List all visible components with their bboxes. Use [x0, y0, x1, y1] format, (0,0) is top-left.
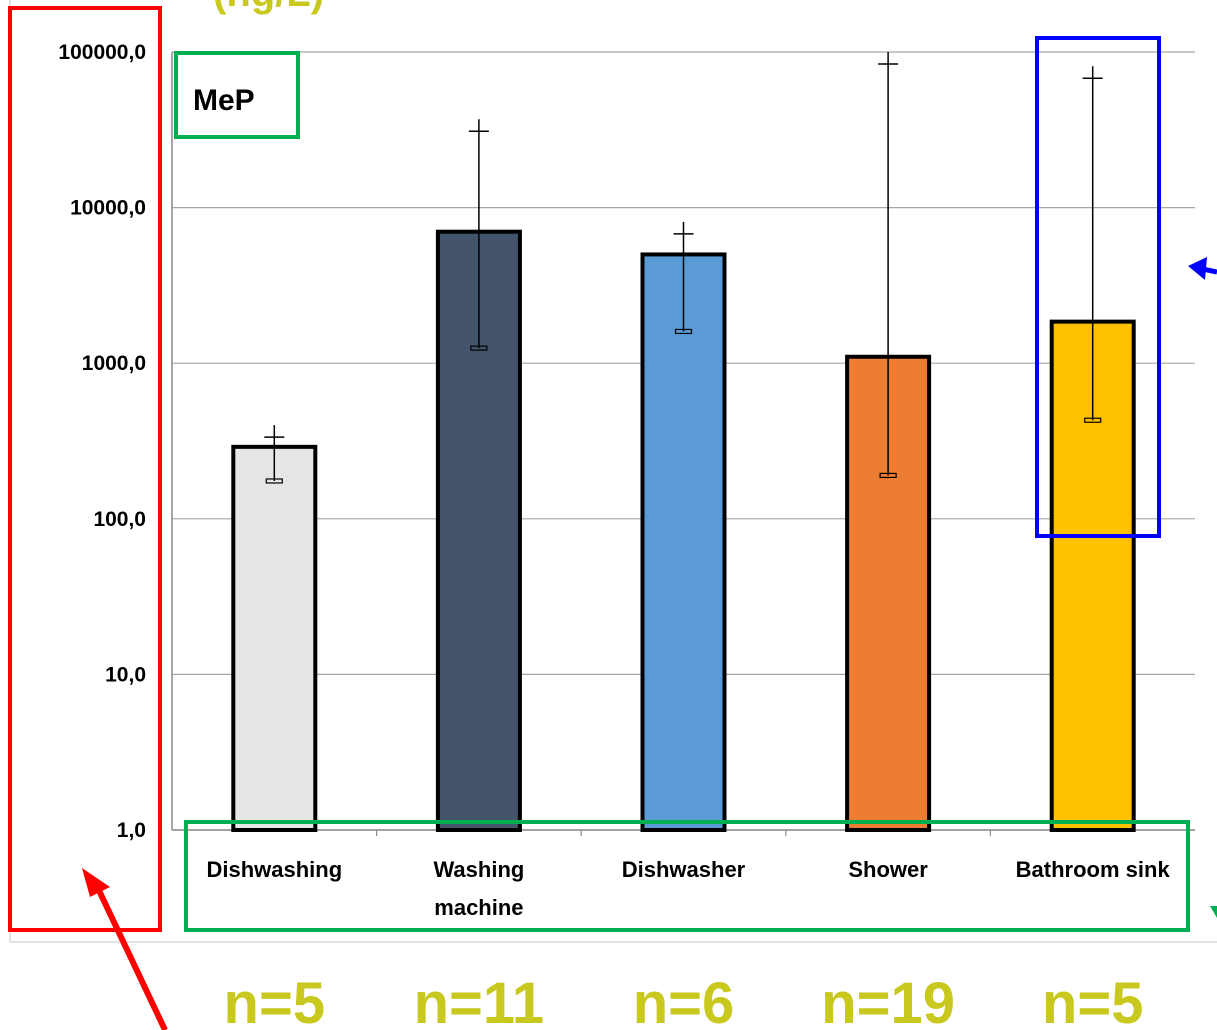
error-bar-cap-low: [1084, 417, 1102, 423]
green-arrow-annotation: [1210, 906, 1217, 918]
y-axis-ticks: 1,0 10,0 100,0 1000,0 10000,0 100000,0: [58, 41, 146, 842]
red-arrow-annotation: [82, 868, 168, 1030]
y-tick-label: 100000,0: [58, 41, 146, 64]
legend-entry-mep: MeP: [193, 84, 255, 117]
y-axis-label: (ng/L): [213, 0, 324, 15]
sample-counts: n=5 n=11 n=6 n=19 n=5: [224, 971, 1144, 1030]
x-axis-categories: Dishwashing Washing machine Dishwasher Showe…: [206, 830, 1170, 920]
sample-count-label: n=6: [633, 971, 735, 1030]
x-category-label: Dishwashing: [206, 857, 342, 882]
bars: [231, 229, 1136, 833]
x-category-label: Shower: [848, 857, 928, 882]
error-bar-highlight-box: [1035, 36, 1161, 538]
blue-arrow-annotation: [1188, 257, 1217, 280]
error-bar-cap-low: [674, 328, 693, 335]
sample-count-label: n=11: [414, 971, 545, 1030]
legend-box: [174, 51, 300, 139]
y-axis-highlight-box: [8, 6, 162, 932]
y-tick-label: 100,0: [93, 508, 146, 531]
y-tick-label: 10,0: [105, 663, 146, 686]
category-highlight-box: [184, 820, 1190, 932]
x-category-label: Dishwasher: [622, 857, 746, 882]
y-tick-label: 1,0: [117, 819, 146, 842]
bar-dishwasher: [640, 252, 727, 833]
sample-count-label: n=19: [821, 971, 955, 1030]
x-category-label: Bathroom sink: [1016, 857, 1171, 882]
error-bars: [264, 52, 1103, 484]
sample-count-label: n=5: [224, 971, 326, 1030]
error-bar-cap-low: [879, 472, 897, 479]
error-bar-cap-low: [470, 345, 488, 351]
error-bar-cap-low: [265, 478, 283, 484]
x-category-label: Washing machine: [433, 857, 524, 920]
y-tick-label: 1000,0: [82, 352, 146, 375]
y-tick-label: 10000,0: [70, 197, 146, 220]
sample-count-label: n=5: [1042, 971, 1144, 1030]
bar-dishwashing: [231, 444, 318, 832]
